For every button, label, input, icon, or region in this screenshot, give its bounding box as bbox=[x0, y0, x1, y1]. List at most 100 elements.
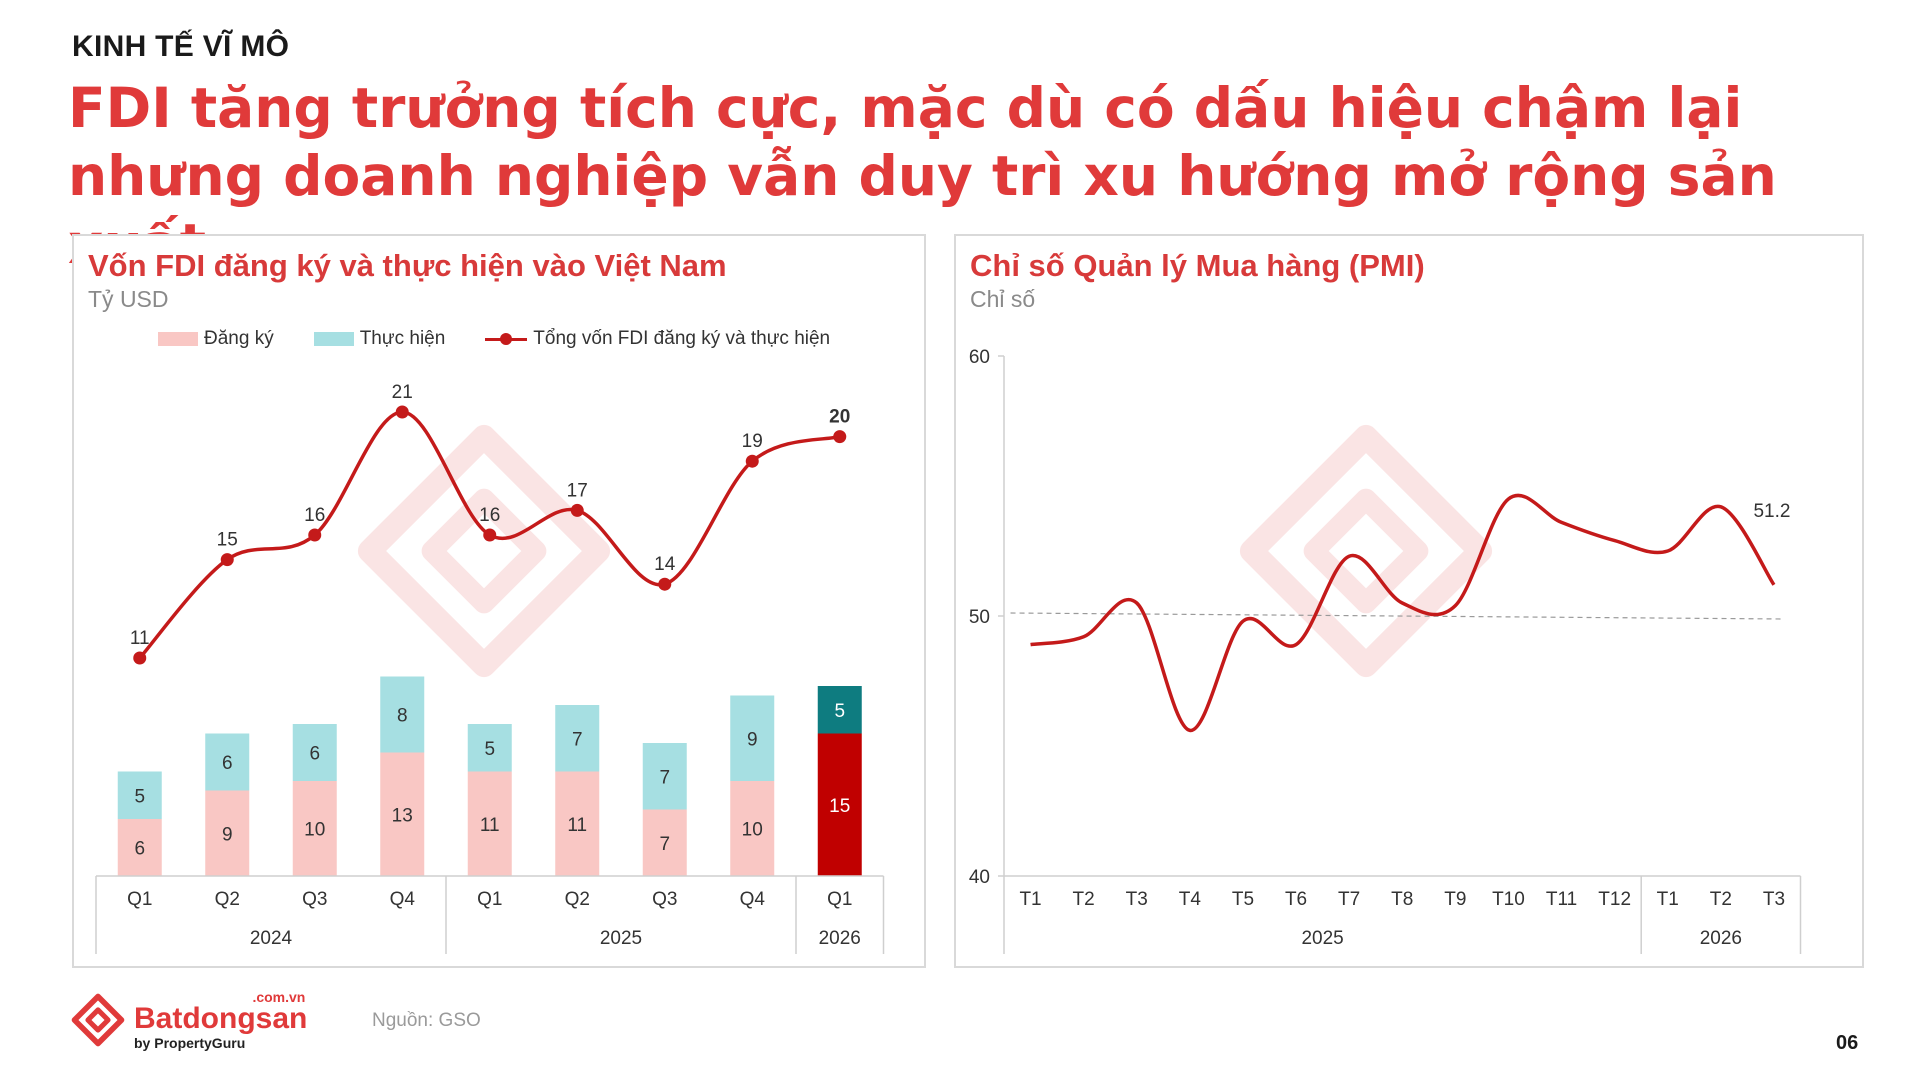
x-axis-tick-label: Q2 bbox=[565, 889, 590, 910]
bar-disbursed-label: 6 bbox=[309, 744, 320, 765]
bar-registered bbox=[642, 809, 687, 876]
pmi-chart-panel: Chỉ số Quản lý Mua hàng (PMI) Chỉ số 40 5… bbox=[954, 234, 1864, 968]
legend-registered: Đăng ký bbox=[158, 328, 274, 350]
headline: FDI tăng trưởng tích cực, mặc dù có dấu … bbox=[68, 76, 1777, 276]
logo-by: by PropertyGuru bbox=[134, 1035, 246, 1051]
total-fdi-point bbox=[220, 553, 234, 567]
legend-disbursed-swatch bbox=[313, 332, 354, 346]
bar-disbursed bbox=[730, 695, 775, 781]
total-fdi-point bbox=[483, 528, 497, 542]
bar-registered-label: 13 bbox=[392, 805, 413, 826]
bar-registered-label: 15 bbox=[829, 796, 850, 817]
bar-disbursed bbox=[380, 676, 425, 753]
reference-line-50 bbox=[1010, 612, 1784, 620]
total-fdi-label: 19 bbox=[742, 431, 763, 452]
total-fdi-label: 21 bbox=[392, 382, 413, 403]
bar-registered bbox=[205, 790, 250, 876]
total-fdi-label: 20 bbox=[829, 407, 850, 428]
bar-disbursed-label: 9 bbox=[747, 729, 758, 750]
x-axis-tick-label: T4 bbox=[1179, 889, 1202, 910]
pmi-last-value-label: 51.2 bbox=[1753, 501, 1790, 522]
batdongsan-logo[interactable]: .com.vn Batdongsan by PropertyGuru bbox=[70, 990, 307, 1050]
legend-registered-label: Đăng ký bbox=[204, 328, 274, 349]
bar-disbursed bbox=[467, 724, 512, 772]
logo-name: Batdongsan bbox=[134, 1002, 308, 1035]
pmi-chart: 40 50 60 2025 2026 T1 T2 T3 T4 T5 T6 T7 T8 T9 T10 T11 T1… bbox=[969, 347, 1802, 954]
bar-registered-label: 9 bbox=[222, 824, 233, 845]
bar-registered-label: 11 bbox=[480, 815, 500, 836]
x-axis-tick-label: T3 bbox=[1126, 889, 1148, 910]
bar-disbursed-label: 6 bbox=[222, 753, 233, 774]
x-axis-tick-label: Q4 bbox=[740, 889, 766, 910]
x-axis-tick-label: T8 bbox=[1391, 889, 1413, 910]
x-axis-tick-label: Q4 bbox=[390, 889, 416, 910]
total-fdi-point bbox=[308, 528, 322, 542]
total-fdi-label: 17 bbox=[567, 480, 588, 501]
bar-registered bbox=[292, 781, 337, 876]
bar-registered-label: 10 bbox=[304, 820, 325, 841]
pmi-chart-title: Chỉ số Quản lý Mua hàng (PMI) bbox=[970, 248, 1425, 283]
bar-disbursed bbox=[642, 743, 687, 810]
legend-total: Tổng vốn FDI đăng ký và thực hiện bbox=[485, 328, 830, 350]
total-fdi-label: 14 bbox=[654, 554, 676, 575]
x-axis-year-label: 2026 bbox=[1700, 928, 1742, 949]
x-axis-tick-label: T9 bbox=[1444, 889, 1466, 910]
legend-total-swatch bbox=[485, 332, 528, 346]
total-fdi-label: 15 bbox=[217, 530, 238, 551]
x-axis-tick-label: T2 bbox=[1710, 889, 1732, 910]
fdi-chart: 6 5 9 6 10 6 13 8 11 5 11 7 7 7 10 9 15 5 2024 2025 2026 Q1 Q2… bbox=[95, 382, 885, 954]
pmi-chart-unit: Chỉ số bbox=[970, 286, 1036, 312]
page-number: 06 bbox=[1836, 1032, 1859, 1054]
bar-disbursed-label: 5 bbox=[834, 701, 845, 722]
legend-disbursed-label: Thực hiện bbox=[359, 328, 446, 349]
section-label: KINH TẾ VĨ MÔ bbox=[72, 30, 290, 63]
legend-registered-swatch bbox=[158, 332, 198, 346]
x-axis-tick-label: T2 bbox=[1073, 889, 1095, 910]
total-fdi-point bbox=[833, 430, 847, 444]
x-axis-tick-label: Q2 bbox=[215, 889, 240, 910]
y-axis-tick-label: 40 bbox=[969, 867, 990, 888]
logo-com: .com.vn bbox=[252, 989, 306, 1005]
total-fdi-point bbox=[395, 405, 409, 419]
x-axis-tick-label: T10 bbox=[1492, 889, 1525, 910]
x-axis-year-label: 2026 bbox=[819, 928, 861, 949]
bar-registered bbox=[730, 781, 775, 876]
bar-disbursed bbox=[205, 733, 250, 791]
total-fdi-label: 11 bbox=[130, 628, 150, 649]
bar-disbursed-label: 7 bbox=[659, 767, 670, 788]
bar-disbursed bbox=[555, 705, 600, 772]
total-fdi-label: 16 bbox=[304, 505, 325, 526]
y-axis-tick-label: 60 bbox=[969, 347, 990, 368]
total-fdi-label: 16 bbox=[479, 505, 500, 526]
logo-diamond-icon bbox=[71, 993, 125, 1047]
bar-registered bbox=[117, 819, 162, 876]
x-axis-tick-label: Q1 bbox=[477, 889, 502, 910]
total-fdi-point bbox=[133, 651, 147, 665]
bar-registered-label: 10 bbox=[742, 820, 763, 841]
x-axis-year-label: 2025 bbox=[1301, 928, 1343, 949]
bar-disbursed-label: 5 bbox=[134, 786, 145, 807]
bar-registered-label: 6 bbox=[134, 839, 145, 860]
bar-disbursed bbox=[117, 771, 162, 819]
bar-disbursed-label: 5 bbox=[484, 739, 495, 760]
bar-registered-label: 7 bbox=[659, 834, 670, 855]
x-axis-tick-label: T6 bbox=[1285, 889, 1307, 910]
y-axis-tick-label: 50 bbox=[969, 607, 990, 628]
bar-disbursed-label: 8 bbox=[397, 706, 408, 727]
total-fdi-line bbox=[138, 410, 841, 660]
x-axis-tick-label: Q3 bbox=[652, 889, 677, 910]
x-axis-tick-label: T11 bbox=[1546, 889, 1577, 910]
fdi-legend: Đăng ký Thực hiện Tổng vốn FDI đăng ký v… bbox=[158, 328, 830, 350]
x-axis-tick-label: Q1 bbox=[827, 889, 852, 910]
bar-disbursed bbox=[817, 686, 862, 734]
bar-registered bbox=[817, 733, 862, 876]
fdi-chart-unit: Tỷ USD bbox=[88, 286, 169, 312]
source-note: Nguồn: GSO bbox=[372, 1010, 481, 1031]
fdi-chart-panel: Vốn FDI đăng ký và thực hiện vào Việt Na… bbox=[72, 234, 926, 968]
x-axis-year-label: 2024 bbox=[250, 928, 293, 949]
pmi-line bbox=[1030, 493, 1776, 733]
bar-registered bbox=[467, 771, 512, 876]
x-axis-tick-label: T12 bbox=[1598, 889, 1631, 910]
x-axis-tick-label: T1 bbox=[1657, 889, 1679, 910]
fdi-chart-title: Vốn FDI đăng ký và thực hiện vào Việt Na… bbox=[88, 248, 727, 283]
